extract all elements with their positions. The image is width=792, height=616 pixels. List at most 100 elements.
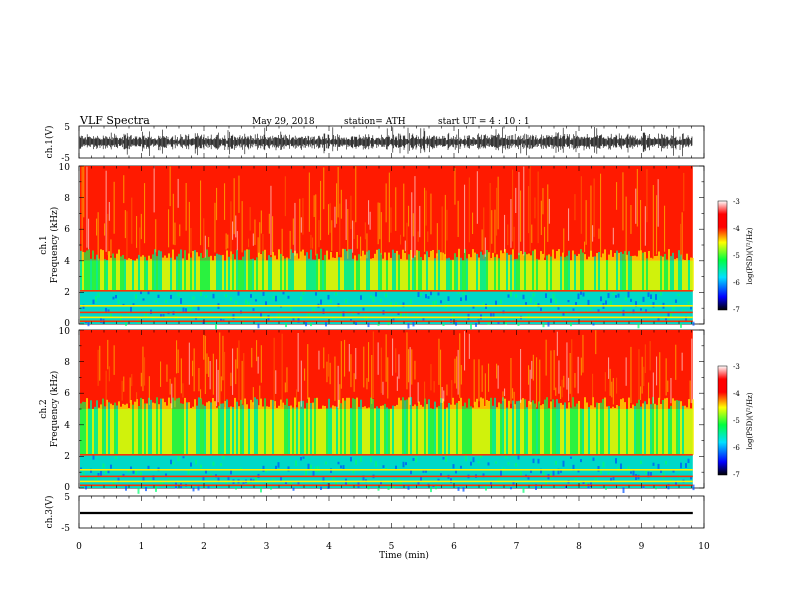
spec1-cell	[542, 188, 544, 215]
spec2-cell	[445, 455, 447, 462]
spec2-cell	[132, 404, 134, 455]
spec1-cell	[327, 294, 330, 300]
spec1-cell	[299, 198, 301, 260]
ch2-colorbar: -3 -4 -5 -6 -7 log(PSD)(V²/Hz)	[717, 363, 754, 479]
spec2-cell	[624, 402, 626, 455]
spec1-cell	[164, 255, 166, 291]
spec1-cell	[212, 293, 215, 299]
spec1-cell	[630, 256, 632, 291]
spec2-cell	[232, 407, 234, 455]
spec1-cell	[342, 311, 345, 317]
spec1-cell	[320, 248, 322, 291]
spec1-cell	[625, 297, 627, 301]
spec1-cell	[388, 172, 390, 243]
spec1-cell	[507, 224, 509, 246]
spec1-cell	[592, 323, 595, 326]
ch1-cbtick-m6: -6	[733, 279, 740, 287]
spec2-cell	[410, 470, 412, 475]
spec1-cell	[262, 234, 264, 259]
spec2-cell	[360, 456, 362, 462]
spec2-cell	[174, 400, 176, 455]
spec1-cell	[446, 258, 448, 291]
spec2-cell	[515, 462, 517, 467]
spec1-cell	[590, 307, 592, 310]
spec2-cell	[162, 481, 165, 486]
spec1-cell	[470, 324, 472, 330]
spec1-cell	[642, 252, 644, 291]
spec2-cell	[85, 484, 87, 490]
spec2-cell	[238, 406, 240, 455]
ch1-cbtick-m7: -7	[733, 306, 740, 314]
spec1-cell	[520, 251, 522, 291]
spec1-cell	[312, 307, 315, 312]
spec1-cell	[434, 258, 436, 291]
spec2-cell	[203, 334, 205, 360]
spec1-cell	[240, 259, 242, 291]
spec2-cell	[542, 404, 544, 455]
spec1-cell	[620, 251, 622, 291]
spec2-cell	[626, 408, 628, 455]
spec1-cell	[356, 260, 358, 291]
spec1-cell	[620, 304, 622, 310]
spec1-cell	[400, 234, 402, 245]
spec2-cell	[366, 378, 368, 390]
spec2-cell	[220, 376, 222, 392]
spec2-cell	[131, 374, 133, 387]
spec2-cell	[370, 456, 372, 463]
spec1-cell	[514, 259, 516, 291]
spec2-cell	[102, 463, 105, 469]
ch1-ftick-4: 4	[64, 257, 70, 267]
spec1-cell	[132, 303, 135, 307]
spec2-cell	[370, 397, 372, 455]
spec1-cell	[172, 193, 174, 245]
spec1-cell	[627, 291, 630, 298]
spec2-cell	[212, 398, 214, 455]
spec2-cell	[260, 487, 262, 493]
spec1-cell	[131, 197, 133, 244]
spec2-cell	[530, 402, 532, 455]
spec2-cell	[659, 352, 661, 400]
spec1-cell	[437, 292, 440, 296]
spec2-cell	[268, 406, 270, 455]
spec2-cell	[590, 405, 592, 455]
spec2-cell	[95, 476, 97, 480]
spec1-cell	[430, 291, 432, 296]
spec1-cell	[510, 290, 512, 297]
spec1-cell	[667, 311, 670, 317]
spec2-cell	[330, 407, 332, 455]
spec2-cell	[544, 399, 546, 455]
spec1-cell	[353, 221, 355, 239]
spec1-cell	[345, 299, 347, 304]
spec2-cell	[104, 406, 106, 455]
spec1-cell	[313, 195, 315, 217]
spec1-cell	[284, 176, 286, 217]
spec1-cell	[612, 227, 614, 245]
spec2-cell	[80, 454, 693, 456]
spec2-cell	[502, 391, 504, 401]
spec1-cell	[560, 256, 562, 291]
spec2-cell	[380, 405, 382, 455]
spec1-cell	[125, 322, 127, 326]
spec2-cell	[307, 344, 309, 400]
spec1-cell	[244, 250, 246, 291]
spec2-cell	[90, 400, 92, 455]
spec1-cell	[632, 255, 634, 291]
spec2-cell	[386, 407, 388, 455]
spec2-cell	[192, 406, 194, 455]
spec1-cell	[110, 257, 112, 291]
spec1-cell	[352, 220, 354, 253]
spec2-cell	[604, 372, 606, 392]
spec1-cell	[354, 255, 356, 291]
spec2-cell	[332, 476, 335, 480]
spec1-cell	[634, 255, 636, 291]
spec1-cell	[617, 293, 620, 298]
spec2-cell	[251, 347, 253, 368]
spec1-cell	[205, 295, 207, 298]
spec1-cell	[387, 319, 390, 326]
spec1-cell	[364, 222, 366, 240]
spec1-cell	[654, 256, 656, 291]
x-axis-label: Time (min)	[379, 550, 429, 561]
spec2-cell	[280, 399, 282, 455]
spec1-cell	[97, 212, 99, 261]
spec2-cell	[660, 469, 662, 473]
